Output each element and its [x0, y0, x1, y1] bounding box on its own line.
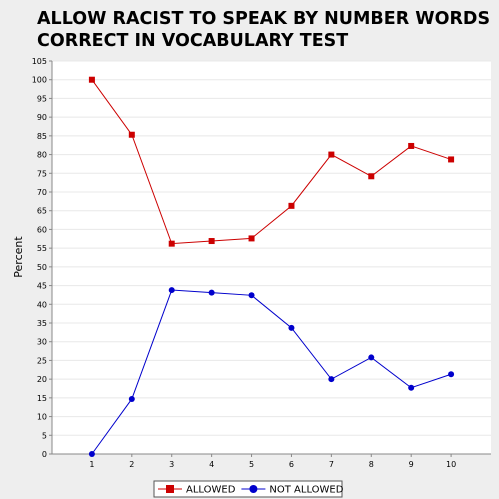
data-point — [448, 156, 455, 163]
y-tick-label: 5 — [42, 431, 47, 440]
legend: ALLOWED NOT ALLOWED — [153, 480, 344, 498]
y-tick-label: 70 — [37, 188, 47, 197]
data-point — [328, 151, 335, 158]
y-tick-label: 100 — [32, 76, 47, 85]
x-tick-label: 1 — [89, 460, 94, 469]
y-tick-label: 105 — [32, 57, 47, 66]
data-point — [248, 235, 255, 242]
y-tick-label: 10 — [37, 413, 47, 422]
legend-label: ALLOWED — [186, 485, 236, 496]
y-tick-label: 20 — [37, 375, 47, 384]
x-tick-label: 6 — [289, 460, 294, 469]
data-point — [168, 287, 175, 294]
y-tick-label: 0 — [42, 450, 47, 459]
legend-marker-circle — [249, 485, 258, 493]
y-tick-label: 50 — [37, 263, 47, 272]
chart-title: ALLOW RACIST TO SPEAK BY NUMBER WORDS CO… — [37, 9, 491, 51]
y-axis-ticks: 0 5 10 15 20 25 30 35 40 45 50 55 60 65 70 75 80 85 90 95 10… — [32, 57, 52, 459]
y-tick-label: 45 — [37, 282, 47, 291]
data-point — [88, 451, 95, 457]
data-point — [168, 240, 175, 247]
data-point — [288, 202, 295, 209]
data-point — [208, 289, 215, 296]
x-tick-label: 8 — [369, 460, 374, 469]
y-tick-label: 95 — [37, 94, 47, 103]
y-tick-label: 60 — [37, 225, 47, 234]
y-axis-title: Percent — [12, 236, 25, 278]
y-tick-label: 40 — [37, 300, 47, 309]
data-point — [128, 395, 135, 402]
plot-area — [52, 61, 491, 454]
data-point — [368, 354, 375, 361]
data-point — [328, 376, 335, 383]
x-tick-label: 3 — [169, 460, 174, 469]
data-point — [128, 131, 135, 138]
y-tick-label: 85 — [37, 132, 47, 141]
y-tick-label: 75 — [37, 169, 47, 178]
legend-marker-square — [166, 485, 174, 493]
y-tick-label: 25 — [37, 356, 47, 365]
x-tick-label: 10 — [446, 460, 456, 469]
y-tick-label: 80 — [37, 151, 47, 160]
data-point — [248, 292, 255, 299]
x-tick-label: 2 — [129, 460, 134, 469]
data-point — [368, 173, 375, 180]
grid-lines — [52, 60, 491, 436]
data-point — [288, 324, 295, 331]
y-tick-label: 65 — [37, 207, 47, 216]
legend-label: NOT ALLOWED — [269, 485, 343, 496]
x-tick-label: 9 — [409, 460, 414, 469]
x-axis-ticks: 1 2 3 4 5 6 7 8 9 10 — [89, 454, 456, 469]
y-tick-label: 55 — [37, 244, 47, 253]
y-tick-label: 15 — [37, 394, 47, 403]
series-line-0 — [91, 79, 452, 245]
y-tick-label: 90 — [37, 113, 47, 122]
data-point — [408, 384, 415, 391]
y-tick-label: 35 — [37, 319, 47, 328]
x-tick-label: 4 — [209, 460, 214, 469]
data-point — [408, 142, 415, 149]
x-tick-label: 5 — [249, 460, 254, 469]
data-point — [448, 371, 455, 378]
data-point — [208, 238, 215, 245]
y-tick-label: 30 — [37, 338, 47, 347]
series-layer — [88, 76, 455, 457]
x-tick-label: 7 — [329, 460, 334, 469]
data-point — [88, 76, 95, 83]
series-line-1 — [91, 289, 452, 455]
